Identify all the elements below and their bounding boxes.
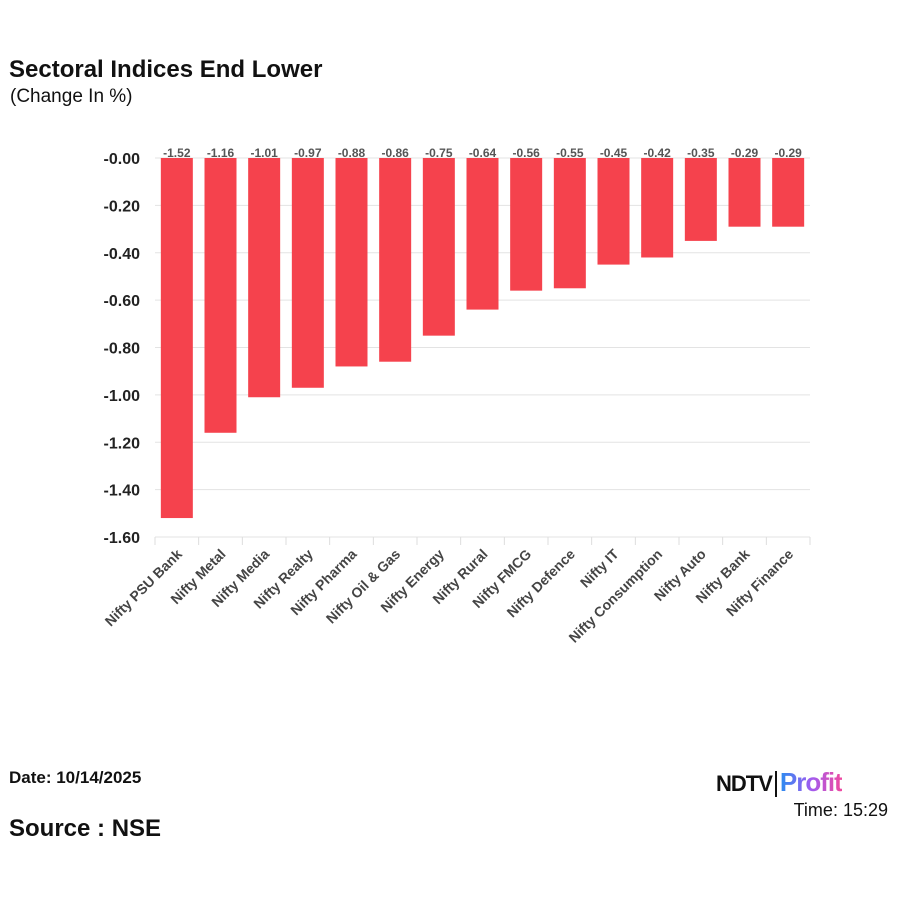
- y-tick-label: -0.80: [104, 341, 141, 358]
- bar: [204, 158, 237, 433]
- time-label: Time: 15:29: [793, 800, 888, 820]
- data-label: -0.45: [600, 146, 628, 160]
- y-tick-label: -0.40: [104, 246, 141, 263]
- data-label: -0.64: [469, 146, 497, 160]
- data-label: -0.88: [338, 146, 366, 160]
- ndtv-profit-logo: NDTV Profit: [716, 767, 843, 798]
- bar: [466, 158, 499, 310]
- bar: [597, 158, 630, 265]
- data-label: -0.75: [425, 146, 453, 160]
- bar: [772, 158, 805, 227]
- data-label: -1.01: [250, 146, 278, 160]
- y-tick-label: -1.40: [104, 483, 141, 500]
- x-tick-label: Nifty Oil & Gas: [323, 546, 404, 627]
- source-label: Source : NSE: [9, 815, 162, 842]
- bar: [422, 158, 455, 336]
- bar: [684, 158, 717, 241]
- bar: [379, 158, 412, 362]
- chart-title: Sectoral Indices End Lower: [9, 56, 323, 83]
- y-tick-label: -0.00: [104, 151, 141, 168]
- y-tick-label: -1.60: [104, 530, 141, 547]
- y-tick-label: -0.60: [104, 293, 141, 310]
- date-label: Date: 10/14/2025: [9, 768, 142, 787]
- data-label: -0.35: [687, 146, 715, 160]
- bar: [510, 158, 543, 291]
- bar: [728, 158, 761, 227]
- bar: [248, 158, 281, 398]
- bar: [160, 158, 193, 519]
- data-label: -1.16: [207, 146, 235, 160]
- data-label: -0.29: [774, 146, 802, 160]
- data-label: -0.56: [512, 146, 540, 160]
- logo-profit: Profit: [779, 767, 843, 797]
- data-label: -0.55: [556, 146, 584, 160]
- data-label: -0.42: [643, 146, 671, 160]
- bar: [335, 158, 368, 367]
- y-tick-label: -1.20: [104, 435, 141, 452]
- y-tick-label: -1.00: [104, 388, 141, 405]
- bar: [553, 158, 586, 289]
- logo-divider: [774, 771, 777, 797]
- x-tick-label: Nifty PSU Bank: [102, 546, 186, 630]
- bar: [291, 158, 324, 388]
- y-tick-label: -0.20: [104, 198, 141, 215]
- data-label: -0.86: [381, 146, 409, 160]
- chart-subtitle: (Change In %): [10, 86, 133, 107]
- data-label: -0.29: [731, 146, 759, 160]
- logo-ndtv: NDTV: [716, 771, 773, 796]
- data-label: -0.97: [294, 146, 322, 160]
- bar: [641, 158, 674, 258]
- data-label: -1.52: [163, 146, 191, 160]
